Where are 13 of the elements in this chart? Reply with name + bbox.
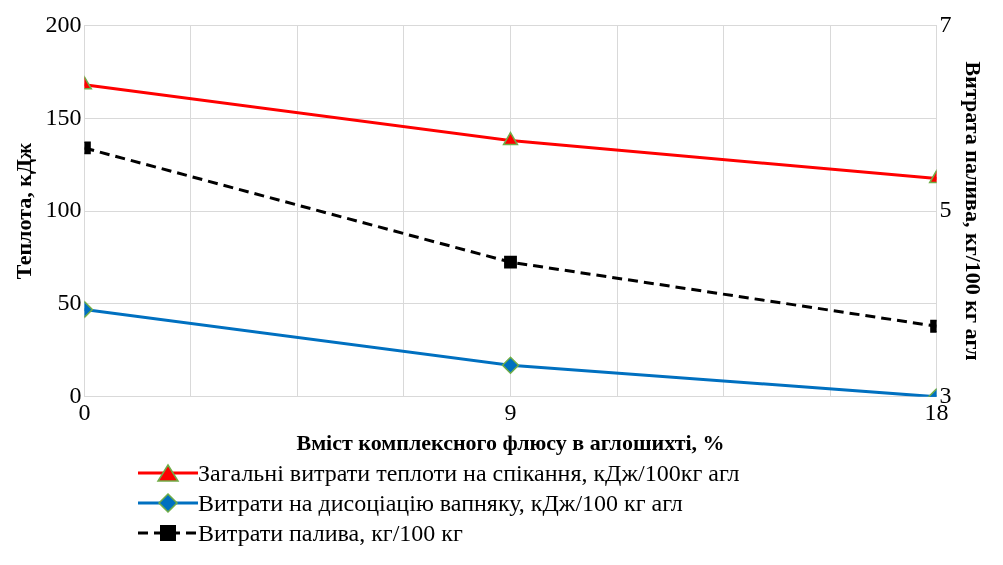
legend-label: Витрати палива, кг/100 кг [198,519,463,548]
y-tick-label: 50 [57,289,82,316]
y2-tick-label: 5 [939,196,952,223]
x-tick-label: 9 [504,399,517,426]
y2-axis-title: Витрата палива, кг/100 кг агл [961,61,987,361]
y-tick-label: 200 [45,10,82,37]
legend-label: Витрати на дисоціацію вапняку, кДж/100 кг агл [198,489,683,518]
y-tick-label: 150 [45,103,82,130]
legend-label: Загальні витрати теплоти на спікання, кДж/100кг агл [198,459,740,488]
x-axis-title: Вміст комплексного флюсу в аглошихті, % [296,430,725,456]
y2-tick-label: 7 [939,10,952,37]
y-axis-title: Теплота, кДж [10,142,36,280]
y-tick-label: 100 [45,196,82,223]
